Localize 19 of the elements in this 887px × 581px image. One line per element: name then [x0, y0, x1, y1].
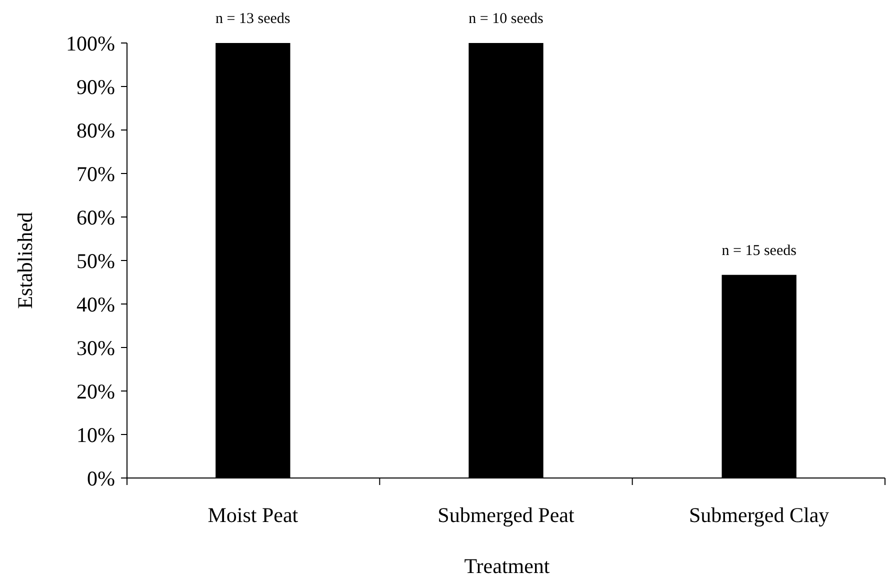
- x-tick-label: Moist Peat: [208, 503, 298, 527]
- x-tick-label: Submerged Clay: [688, 503, 830, 527]
- annotation: n = 13 seeds: [216, 11, 290, 27]
- annotation: n = 10 seeds: [468, 11, 544, 27]
- y-tick-label: 20%: [76, 379, 115, 404]
- y-axis-title: Established: [13, 212, 37, 309]
- y-tick-label: 0%: [87, 466, 115, 490]
- x-tick-label: Submerged Peat: [438, 503, 574, 527]
- y-tick-label: 60%: [76, 205, 115, 230]
- y-tick-label: 10%: [76, 422, 115, 447]
- x-axis-title: Treatment: [464, 554, 550, 578]
- y-tick-label: 50%: [76, 248, 115, 273]
- y-tick-label: 90%: [76, 74, 115, 99]
- y-tick-label: 30%: [76, 336, 115, 360]
- y-tick-label: 80%: [76, 118, 115, 142]
- y-tick-label: 100%: [66, 31, 115, 56]
- annotation: n = 15 seeds: [722, 242, 797, 259]
- y-tick-label: 70%: [76, 162, 115, 186]
- y-tick-label: 40%: [76, 292, 115, 316]
